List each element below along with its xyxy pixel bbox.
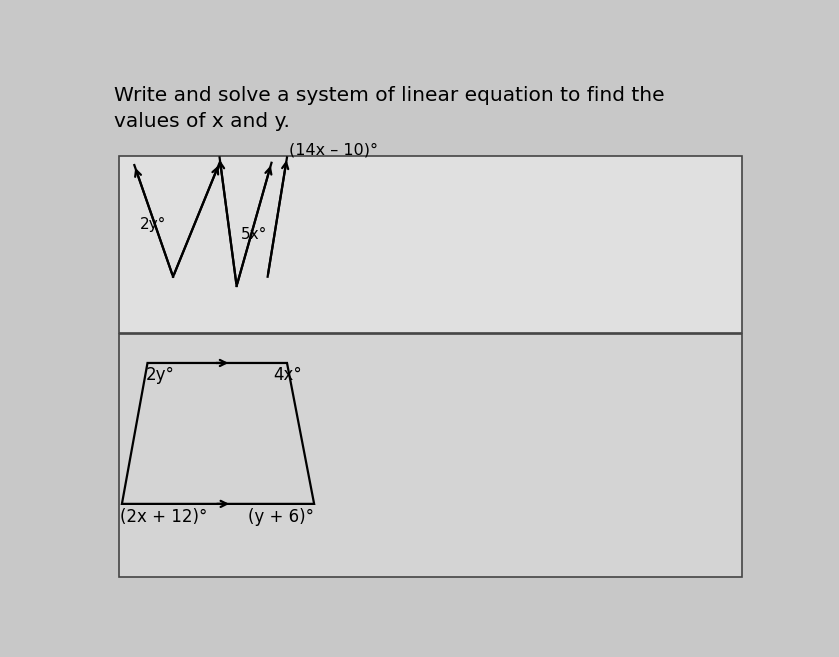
Bar — [119, 156, 742, 333]
Text: 2y°: 2y° — [140, 217, 166, 232]
Text: Write and solve a system of linear equation to find the
values of x and y.: Write and solve a system of linear equat… — [114, 86, 664, 131]
Bar — [119, 334, 742, 577]
Text: 2y°: 2y° — [146, 366, 175, 384]
Text: (2x + 12)°: (2x + 12)° — [120, 508, 207, 526]
Text: 4x°: 4x° — [273, 366, 302, 384]
Text: 5x°: 5x° — [241, 227, 267, 242]
Text: (y + 6)°: (y + 6)° — [248, 508, 315, 526]
Text: (14x – 10)°: (14x – 10)° — [289, 143, 378, 158]
